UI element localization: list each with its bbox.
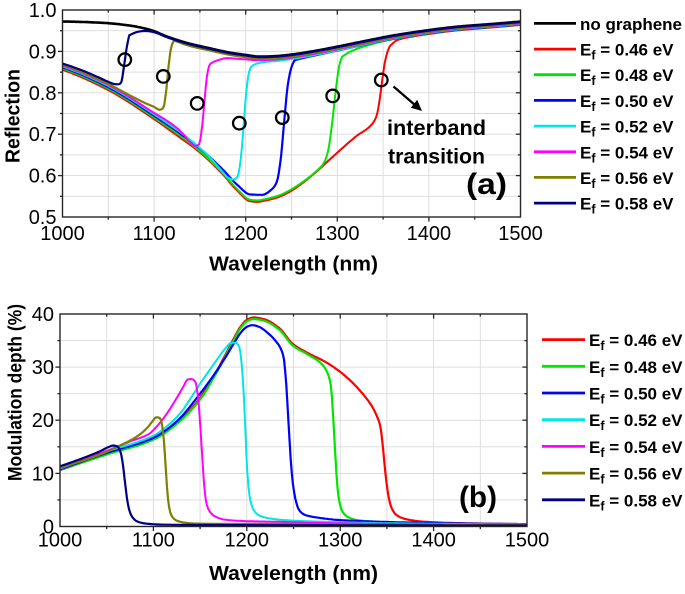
svg-text:40: 40 — [32, 304, 54, 326]
svg-text:Ef = 0.52 eV: Ef = 0.52 eV — [580, 118, 674, 140]
svg-text:1500: 1500 — [505, 530, 550, 552]
svg-text:30: 30 — [32, 357, 54, 379]
svg-text:1400: 1400 — [407, 223, 452, 245]
svg-text:0: 0 — [43, 517, 54, 539]
svg-text:1000: 1000 — [38, 530, 83, 552]
svg-text:Wavelength (nm): Wavelength (nm) — [209, 254, 378, 276]
svg-text:0.7: 0.7 — [29, 124, 57, 146]
svg-text:0.9: 0.9 — [29, 41, 57, 63]
svg-text:Ef = 0.50 eV: Ef = 0.50 eV — [580, 92, 674, 114]
svg-text:0.5: 0.5 — [29, 207, 57, 229]
svg-text:transition: transition — [388, 146, 485, 169]
svg-text:20: 20 — [32, 410, 54, 432]
svg-text:1100: 1100 — [133, 223, 176, 245]
svg-text:1500: 1500 — [498, 223, 543, 245]
svg-text:0.6: 0.6 — [29, 166, 57, 188]
svg-text:1300: 1300 — [318, 530, 363, 552]
svg-text:Ef = 0.54 eV: Ef = 0.54 eV — [580, 143, 674, 165]
svg-text:1200: 1200 — [225, 530, 270, 552]
svg-text:no graphene: no graphene — [580, 15, 682, 34]
svg-text:0.8: 0.8 — [29, 83, 57, 105]
svg-text:Ef = 0.56 eV: Ef = 0.56 eV — [580, 169, 674, 191]
svg-text:Ef = 0.54 eV: Ef = 0.54 eV — [589, 438, 683, 460]
svg-text:1.0: 1.0 — [29, 0, 57, 22]
svg-text:Ef = 0.48 eV: Ef = 0.48 eV — [580, 66, 674, 88]
svg-text:Wavelength (nm): Wavelength (nm) — [209, 563, 378, 585]
svg-text:(b): (b) — [459, 481, 497, 514]
svg-text:interband: interband — [387, 117, 486, 140]
svg-text:10: 10 — [32, 463, 54, 485]
svg-text:Ef = 0.50 eV: Ef = 0.50 eV — [589, 385, 683, 407]
svg-text:(a): (a) — [466, 168, 507, 201]
svg-text:Ef = 0.46 eV: Ef = 0.46 eV — [580, 41, 674, 63]
svg-text:Ef = 0.48 eV: Ef = 0.48 eV — [589, 358, 683, 380]
svg-text:1100: 1100 — [132, 530, 175, 552]
svg-text:Ef = 0.52 eV: Ef = 0.52 eV — [589, 411, 683, 433]
svg-text:Ef = 0.58 eV: Ef = 0.58 eV — [580, 195, 674, 217]
svg-text:Reflection: Reflection — [3, 69, 25, 163]
svg-text:1300: 1300 — [315, 223, 360, 245]
svg-text:Modulation depth (%): Modulation depth (%) — [6, 304, 27, 481]
svg-text:Ef = 0.46 eV: Ef = 0.46 eV — [589, 331, 683, 353]
svg-text:1000: 1000 — [40, 223, 85, 245]
svg-text:1400: 1400 — [411, 530, 456, 552]
svg-text:Ef = 0.58 eV: Ef = 0.58 eV — [589, 491, 683, 513]
svg-text:Ef = 0.56 eV: Ef = 0.56 eV — [589, 465, 683, 487]
svg-text:1200: 1200 — [223, 223, 268, 245]
